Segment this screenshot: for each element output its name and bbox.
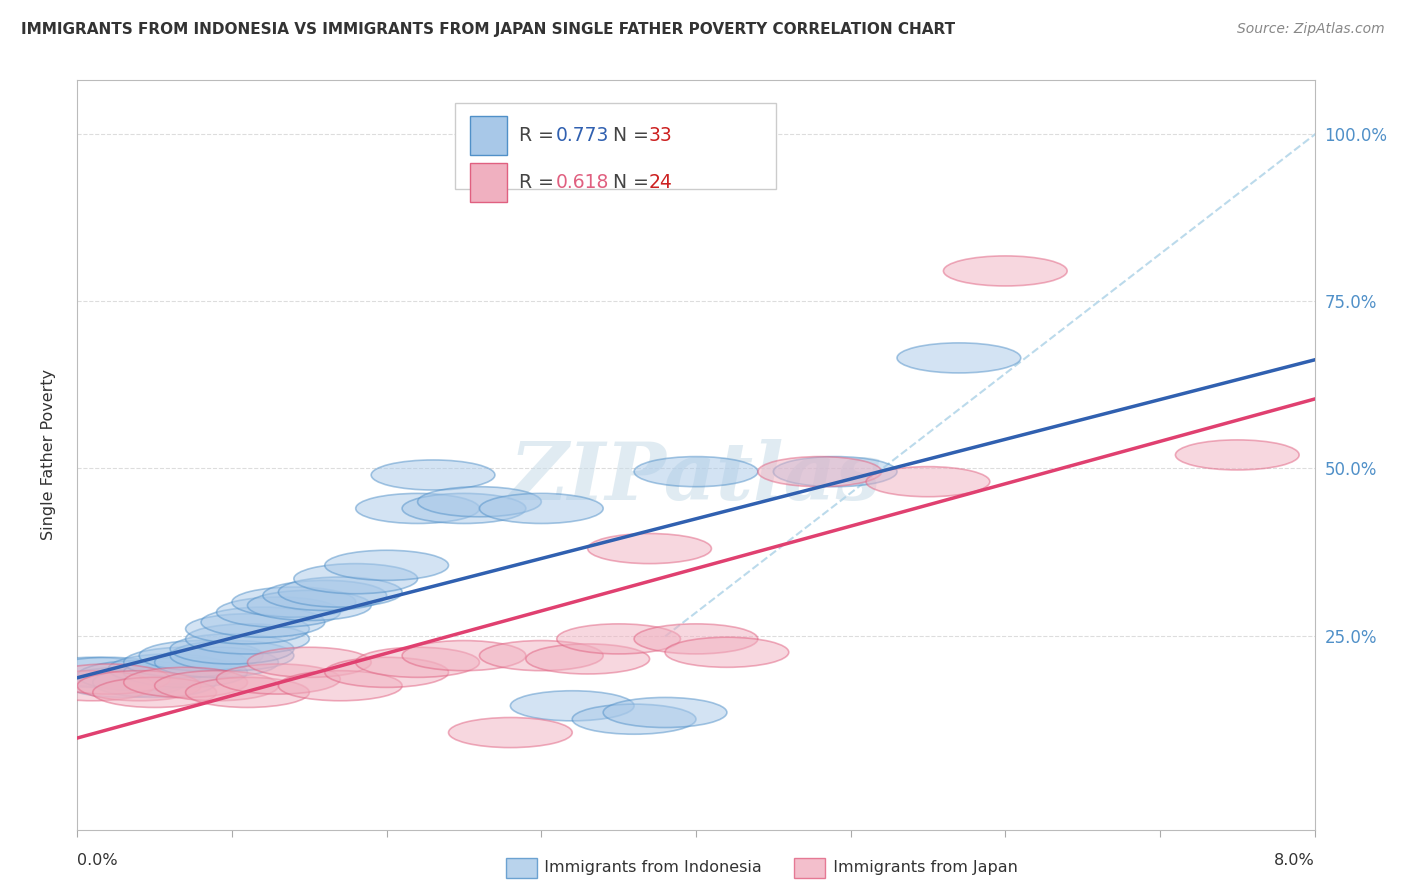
Ellipse shape [634, 457, 758, 487]
Text: R =: R = [519, 173, 560, 192]
Ellipse shape [325, 550, 449, 581]
Ellipse shape [557, 624, 681, 654]
Ellipse shape [247, 591, 371, 621]
Text: 0.0%: 0.0% [77, 853, 118, 868]
Text: 33: 33 [650, 127, 672, 145]
Ellipse shape [665, 637, 789, 667]
Ellipse shape [526, 644, 650, 674]
Ellipse shape [510, 690, 634, 721]
Ellipse shape [186, 677, 309, 707]
Text: 24: 24 [650, 173, 673, 192]
Ellipse shape [402, 493, 526, 524]
Ellipse shape [773, 457, 897, 487]
Ellipse shape [201, 607, 325, 637]
Ellipse shape [155, 648, 278, 677]
Ellipse shape [170, 640, 294, 671]
Text: R =: R = [519, 127, 560, 145]
Ellipse shape [402, 640, 526, 671]
Ellipse shape [46, 664, 170, 694]
Ellipse shape [479, 493, 603, 524]
Ellipse shape [294, 564, 418, 594]
Ellipse shape [124, 667, 247, 698]
Ellipse shape [418, 487, 541, 516]
Text: N =: N = [613, 127, 655, 145]
Ellipse shape [46, 657, 170, 688]
FancyBboxPatch shape [454, 103, 776, 189]
Ellipse shape [31, 671, 155, 701]
Ellipse shape [108, 654, 232, 684]
Ellipse shape [170, 634, 294, 664]
Text: 0.618: 0.618 [557, 173, 610, 192]
Ellipse shape [93, 667, 217, 698]
Ellipse shape [186, 624, 309, 654]
Ellipse shape [139, 640, 263, 671]
Text: IMMIGRANTS FROM INDONESIA VS IMMIGRANTS FROM JAPAN SINGLE FATHER POVERTY CORRELA: IMMIGRANTS FROM INDONESIA VS IMMIGRANTS … [21, 22, 955, 37]
Ellipse shape [77, 671, 201, 701]
Ellipse shape [278, 577, 402, 607]
Ellipse shape [356, 493, 479, 524]
Ellipse shape [866, 467, 990, 497]
Ellipse shape [634, 624, 758, 654]
Ellipse shape [603, 698, 727, 728]
Ellipse shape [217, 664, 340, 694]
Ellipse shape [124, 657, 247, 688]
Ellipse shape [247, 648, 371, 677]
Ellipse shape [479, 640, 603, 671]
Ellipse shape [572, 704, 696, 734]
Ellipse shape [1175, 440, 1299, 470]
Ellipse shape [325, 657, 449, 688]
Ellipse shape [758, 457, 882, 487]
FancyBboxPatch shape [470, 116, 506, 155]
Ellipse shape [232, 587, 356, 617]
Bar [794, 858, 825, 878]
Ellipse shape [155, 671, 278, 701]
Text: Immigrants from Indonesia: Immigrants from Indonesia [534, 860, 762, 874]
Text: 8.0%: 8.0% [1274, 853, 1315, 868]
Ellipse shape [943, 256, 1067, 286]
Ellipse shape [278, 671, 402, 701]
Ellipse shape [588, 533, 711, 564]
Ellipse shape [77, 661, 201, 690]
Text: N =: N = [613, 173, 655, 192]
Ellipse shape [371, 460, 495, 490]
Ellipse shape [31, 657, 155, 688]
Text: Immigrants from Japan: Immigrants from Japan [823, 860, 1018, 874]
Text: 0.773: 0.773 [557, 127, 610, 145]
Ellipse shape [449, 717, 572, 747]
Ellipse shape [263, 581, 387, 610]
Ellipse shape [897, 343, 1021, 373]
Ellipse shape [217, 597, 340, 627]
Y-axis label: Single Father Poverty: Single Father Poverty [42, 369, 56, 541]
Ellipse shape [186, 614, 309, 644]
Ellipse shape [124, 648, 247, 677]
Ellipse shape [93, 677, 217, 707]
FancyBboxPatch shape [470, 162, 506, 202]
Text: ZIPatlas: ZIPatlas [510, 439, 882, 516]
Bar [506, 858, 537, 878]
Ellipse shape [62, 667, 186, 698]
Ellipse shape [356, 648, 479, 677]
Text: Source: ZipAtlas.com: Source: ZipAtlas.com [1237, 22, 1385, 37]
